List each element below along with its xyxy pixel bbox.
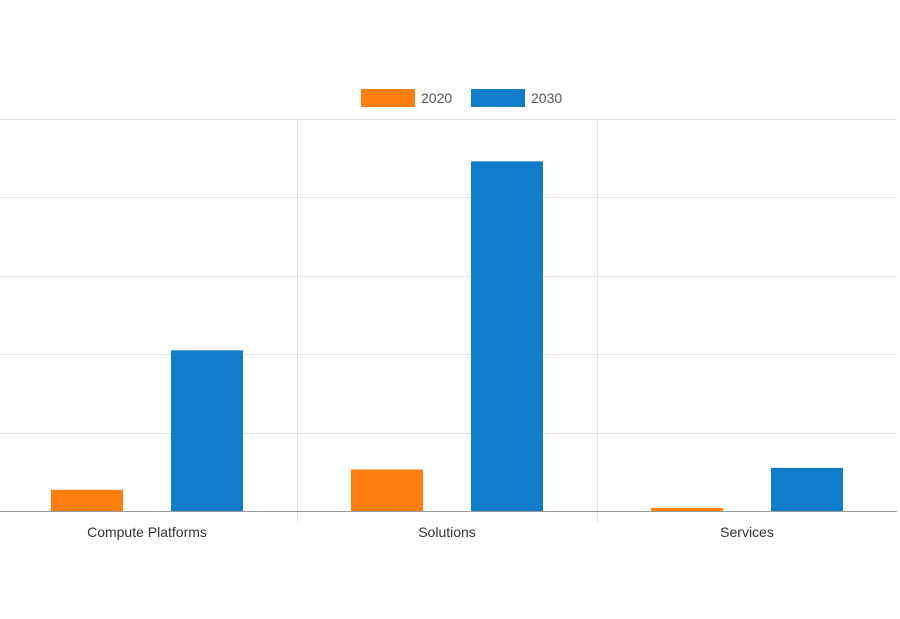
chart-legend: 2020 2030 [361,89,562,107]
x-tick-label: Compute Platforms [87,524,207,540]
x-axis-labels: Compute Platforms Solutions Services [87,524,774,540]
bar-2030-compute-platforms [171,350,243,511]
x-tick-label: Services [720,524,774,540]
bar-2020-services [651,507,723,511]
bar-2030-solutions [471,161,543,511]
legend-swatch-2020 [361,89,415,107]
bar-2030-services [771,467,843,511]
chart-bars [51,161,843,511]
legend-label-2020: 2020 [421,90,452,106]
legend-swatch-2030 [471,89,525,107]
bar-2020-solutions [351,469,423,511]
x-tick-label: Solutions [418,524,476,540]
legend-label-2030: 2030 [531,90,562,106]
bar-2020-compute-platforms [51,489,123,511]
chart-grid [0,119,897,523]
